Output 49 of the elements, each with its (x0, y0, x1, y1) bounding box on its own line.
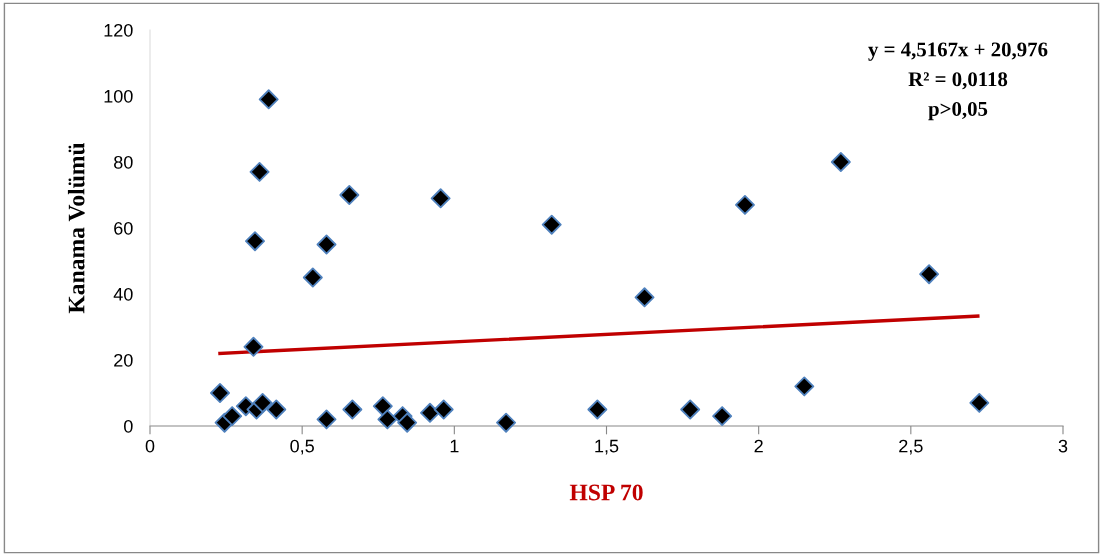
y-axis-title: Kanama Volümü (67, 143, 85, 314)
point (258, 89, 279, 110)
point (266, 399, 287, 420)
y-tick-label: 20 (114, 353, 133, 367)
y-tick-label: 60 (114, 221, 133, 235)
point (372, 396, 393, 417)
point (794, 376, 815, 397)
point (587, 399, 608, 420)
point (541, 214, 562, 235)
point (316, 409, 337, 430)
y-tick-label: 100 (104, 89, 133, 103)
x-tick-label: 1,5 (595, 439, 619, 455)
point (430, 188, 451, 209)
point (969, 392, 990, 413)
point (634, 287, 655, 308)
y-tick-label: 80 (114, 155, 133, 169)
point (735, 194, 755, 215)
point (420, 402, 440, 423)
point (316, 234, 337, 255)
x-tick-label: 2 (754, 439, 763, 453)
point (433, 399, 454, 420)
y-tick-label: 0 (124, 419, 133, 433)
y-tick-label: 40 (113, 287, 133, 301)
point (210, 383, 230, 403)
annotation: y = 4,5167x + 20,976 (868, 42, 1048, 61)
x-tick-label: 1 (450, 439, 459, 453)
point (245, 231, 265, 252)
point (222, 406, 243, 427)
point (712, 406, 733, 427)
x-tick-label: 0 (145, 439, 155, 453)
x-tick-label: 0,5 (290, 439, 314, 455)
annotation: R² = 0,0118 (908, 72, 1008, 90)
point (249, 161, 270, 182)
point (496, 412, 517, 433)
x-axis-title: HSP 70 (569, 484, 643, 501)
point (302, 267, 323, 288)
point (680, 399, 701, 420)
point (339, 185, 360, 205)
x-tick-label: 3 (1058, 439, 1068, 453)
point (397, 412, 418, 433)
point (830, 152, 851, 172)
point (342, 399, 363, 420)
point (243, 336, 264, 357)
point (377, 409, 398, 430)
y-tick-label: 120 (104, 23, 133, 37)
point (919, 264, 940, 285)
annotation: p>0,05 (928, 101, 988, 121)
x-tick-label: 2,5 (899, 439, 923, 455)
point (252, 392, 273, 413)
